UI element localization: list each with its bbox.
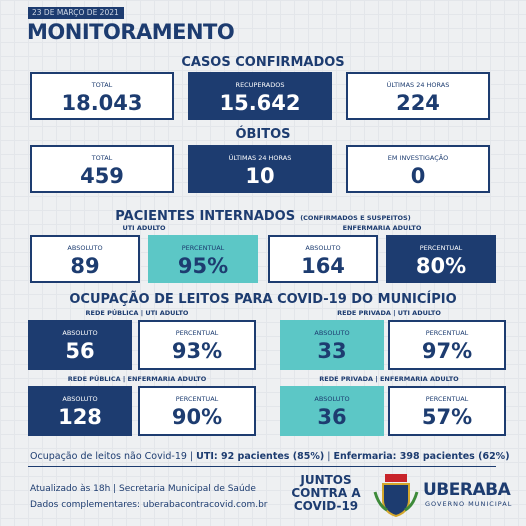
group-label: REDE PRIVADA | UTI ADULTO <box>337 309 441 317</box>
stat-box: PERCENTUAL 57% <box>388 386 506 436</box>
stat-box: RECUPERADOS 15.642 <box>188 72 332 120</box>
stat-label: ABSOLUTO <box>305 244 341 252</box>
stat-box: PERCENTUAL 93% <box>138 320 256 370</box>
section-note: (CONFIRMADOS E SUSPEITOS) <box>300 214 411 222</box>
stat-box: EM INVESTIGAÇÃO 0 <box>346 145 490 193</box>
stat-box: ABSOLUTO 33 <box>280 320 384 370</box>
campaign-line: CONTRA A <box>291 486 361 500</box>
stat-label: PERCENTUAL <box>181 244 225 252</box>
page-title: MONITORAMENTO <box>27 20 235 44</box>
stat-value: 90% <box>171 405 223 429</box>
stat-value: 57% <box>421 405 473 429</box>
group-label: REDE PÚBLICA | ENFERMARIA ADULTO <box>67 375 207 383</box>
stat-value: 164 <box>301 254 345 278</box>
stat-box: PERCENTUAL 95% <box>148 235 258 283</box>
stat-label: PERCENTUAL <box>419 244 463 252</box>
stat-label: RECUPERADOS <box>235 81 285 89</box>
stat-box: ABSOLUTO 164 <box>268 235 378 283</box>
stat-box: TOTAL 18.043 <box>30 72 174 120</box>
section-title: PACIENTES INTERNADOS <box>115 209 296 224</box>
stat-value: 89 <box>70 254 100 278</box>
stat-label: PERCENTUAL <box>425 329 469 337</box>
stat-value: 0 <box>410 164 426 188</box>
stat-label: ABSOLUTO <box>314 395 350 403</box>
campaign-line: JUNTOS <box>300 473 352 487</box>
stat-value: 10 <box>245 164 275 188</box>
section-title: CASOS CONFIRMADOS <box>181 55 345 70</box>
stat-label: ÚLTIMAS 24 HORAS <box>228 154 292 162</box>
text: | <box>324 451 334 462</box>
stat-box: PERCENTUAL 80% <box>386 235 496 283</box>
stat-box: TOTAL 459 <box>30 145 174 193</box>
stat-value: 97% <box>421 339 473 363</box>
stat-box: ÚLTIMAS 24 HORAS 10 <box>188 145 332 193</box>
updated: Atualizado às 18h | Secretaria Municipal… <box>30 484 256 494</box>
stat-value: 18.043 <box>61 91 143 115</box>
stat-value: 224 <box>396 91 440 115</box>
stat-value: 95% <box>177 254 229 278</box>
stat-label: PERCENTUAL <box>175 395 219 403</box>
stat-box: ÚLTIMAS 24 HORAS 224 <box>346 72 490 120</box>
stat-label: ÚLTIMAS 24 HORAS <box>386 81 450 89</box>
group-label: UTI ADULTO <box>122 224 166 232</box>
text: UTI: 92 pacientes (85%) <box>196 451 325 462</box>
stat-box: PERCENTUAL 90% <box>138 386 256 436</box>
section-title: OCUPAÇÃO DE LEITOS PARA COVID-19 DO MUNI… <box>69 292 457 307</box>
text: Enfermaria: 398 pacientes (62%) <box>333 451 510 462</box>
stat-box: ABSOLUTO 36 <box>280 386 384 436</box>
section-title: ÓBITOS <box>235 127 291 142</box>
stat-box: PERCENTUAL 97% <box>388 320 506 370</box>
stat-value: 36 <box>317 405 347 429</box>
divider <box>28 466 496 467</box>
stat-label: ABSOLUTO <box>67 244 103 252</box>
logo-sub: GOVERNO MUNICIPAL <box>425 500 513 508</box>
stat-value: 80% <box>415 254 467 278</box>
non-covid-line: Ocupação de leitos não Covid-19 | UTI: 9… <box>30 451 510 462</box>
stat-box: ABSOLUTO 128 <box>28 386 132 436</box>
stat-value: 15.642 <box>219 91 301 115</box>
stat-label: PERCENTUAL <box>175 329 219 337</box>
text: Ocupação de leitos não Covid-19 | <box>30 451 197 462</box>
date: 23 DE MARÇO DE 2021 <box>32 8 119 17</box>
stat-label: TOTAL <box>91 81 113 89</box>
group-label: REDE PÚBLICA | UTI ADULTO <box>85 309 189 317</box>
stat-label: TOTAL <box>91 154 113 162</box>
stat-value: 33 <box>317 339 347 363</box>
stat-label: ABSOLUTO <box>314 329 350 337</box>
stat-value: 56 <box>65 339 95 363</box>
stat-label: PERCENTUAL <box>425 395 469 403</box>
date-band <box>28 7 124 19</box>
shield <box>382 483 410 518</box>
logo: UBERABA <box>423 480 511 500</box>
stat-label: EM INVESTIGAÇÃO <box>387 154 449 162</box>
stat-box: ABSOLUTO 56 <box>28 320 132 370</box>
branches <box>373 491 419 512</box>
stat-box: ABSOLUTO 89 <box>30 235 140 283</box>
coat-of-arms <box>373 474 419 518</box>
campaign-line: COVID-19 <box>293 499 359 513</box>
group-label: ENFERMARIA ADULTO <box>342 224 422 232</box>
crown <box>385 474 407 482</box>
group-label: REDE PRIVADA | ENFERMARIA ADULTO <box>319 375 459 383</box>
site: Dados complementares: uberabacontracovid… <box>30 500 268 510</box>
stat-label: ABSOLUTO <box>62 395 98 403</box>
stat-value: 459 <box>80 164 124 188</box>
stat-value: 93% <box>171 339 223 363</box>
stat-value: 128 <box>58 405 102 429</box>
campaign: JUNTOS CONTRA A COVID-19 <box>286 474 366 513</box>
stat-label: ABSOLUTO <box>62 329 98 337</box>
section-heading: PACIENTES INTERNADOS (CONFIRMADOS E SUSP… <box>0 205 526 224</box>
